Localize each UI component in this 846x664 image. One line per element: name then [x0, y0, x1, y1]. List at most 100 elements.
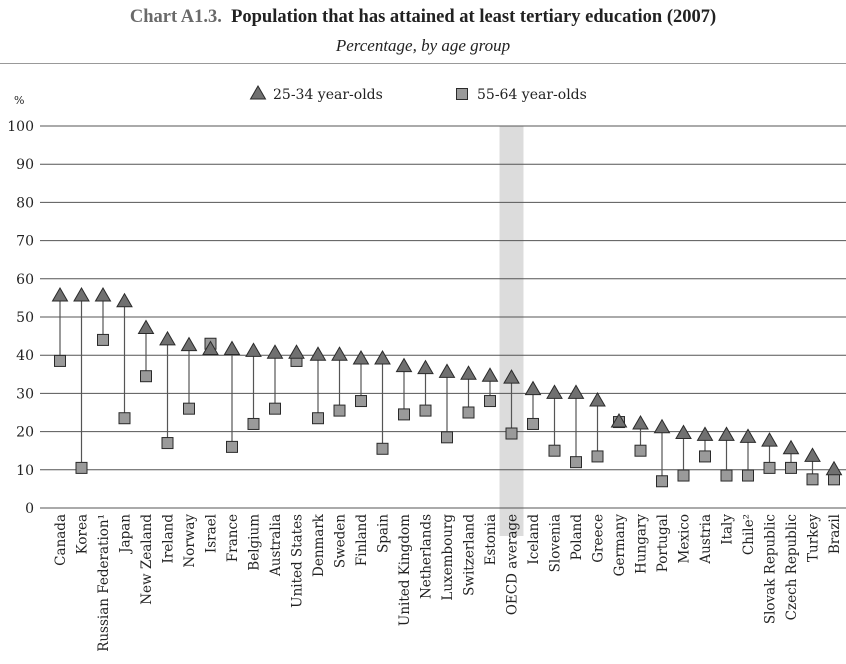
square-marker: [591, 450, 604, 463]
triangle-marker: [266, 344, 284, 359]
category-label: Italy: [720, 514, 736, 545]
triangle-marker: [331, 346, 348, 361]
legend-label: 25-34 year-olds: [273, 87, 383, 103]
chart-title: Chart A1.3. Population that has attained…: [0, 7, 846, 28]
category-label: Australia: [268, 514, 284, 577]
triangle-marker: [761, 432, 778, 447]
square-marker: [269, 402, 281, 415]
triangle-marker: [395, 357, 413, 373]
y-tick-label: 50: [16, 310, 34, 326]
triangle-marker: [417, 359, 434, 375]
square-marker: [376, 442, 389, 455]
category-label: United Kingdom: [397, 514, 413, 626]
square-marker: [183, 402, 195, 415]
square-marker: [505, 427, 518, 440]
category-label: Brazil: [827, 514, 843, 554]
y-tick-label: 90: [16, 157, 34, 173]
square-marker: [247, 417, 260, 430]
triangle-marker: [632, 414, 649, 430]
category-label: Norway: [182, 514, 198, 568]
square-marker: [785, 461, 797, 474]
category-label: Korea: [75, 514, 91, 554]
category-label: Austria: [698, 514, 714, 565]
triangle-marker: [503, 369, 520, 384]
square-marker: [720, 469, 733, 482]
category-label: Czech Republic: [784, 514, 800, 620]
square-marker: [742, 469, 754, 482]
category-label: OECD average: [505, 514, 521, 615]
chart-title-number: Chart A1.3.: [129, 7, 222, 27]
highlight-band: [499, 126, 524, 536]
triangle-marker: [223, 340, 241, 355]
square-marker: [548, 444, 561, 457]
square-icon: [456, 88, 468, 100]
triangle-marker: [696, 426, 714, 441]
triangle-marker: [94, 286, 112, 302]
square-marker: [806, 473, 819, 486]
triangle-marker: [438, 363, 456, 378]
category-label: Turkey: [806, 514, 822, 562]
square-marker: [527, 417, 539, 430]
category-label: Greece: [591, 514, 607, 563]
square-marker: [118, 412, 131, 425]
category-label: Sweden: [333, 514, 349, 568]
category-label: Spain: [376, 514, 392, 553]
triangle-marker: [675, 424, 692, 440]
category-label: Israel: [204, 514, 220, 553]
category-label: Japan: [118, 514, 134, 555]
category-label: Mexico: [677, 514, 693, 563]
square-marker: [398, 408, 410, 421]
triangle-marker: [610, 413, 628, 428]
category-label: France: [225, 514, 241, 562]
triangle-marker: [51, 286, 69, 302]
triangle-marker: [653, 418, 671, 434]
square-marker: [75, 461, 88, 474]
category-label: Iceland: [526, 514, 542, 565]
square-marker: [828, 473, 840, 486]
triangle-marker: [481, 367, 499, 382]
y-tick-label: 80: [16, 195, 34, 211]
square-marker: [161, 437, 174, 450]
chart-subtitle: Percentage, by age group: [335, 36, 511, 55]
triangle-marker: [567, 384, 585, 399]
square-marker: [699, 450, 711, 463]
category-label: New Zealand: [139, 514, 155, 605]
triangle-marker: [782, 439, 800, 455]
legend-label: 55-64 year-olds: [477, 87, 587, 103]
square-marker: [441, 431, 453, 444]
triangle-icon: [249, 84, 267, 100]
triangle-marker: [374, 350, 391, 365]
category-label: Finland: [354, 514, 370, 566]
title-divider: [0, 63, 846, 64]
square-marker: [226, 440, 238, 453]
square-marker: [97, 333, 109, 346]
square-marker: [333, 404, 346, 417]
triangle-marker: [116, 292, 133, 308]
triangle-marker: [137, 319, 155, 334]
category-label: Poland: [569, 514, 585, 561]
chart-title-text: Population that has attained at least te…: [231, 7, 717, 27]
triangle-marker: [825, 460, 843, 476]
triangle-marker: [804, 447, 821, 462]
y-tick-label: 0: [25, 501, 34, 517]
category-label: Netherlands: [419, 514, 435, 599]
category-label: Slovenia: [548, 514, 564, 572]
y-tick-label: 30: [16, 386, 34, 402]
triangle-marker: [202, 340, 219, 355]
square-marker: [54, 354, 66, 367]
category-label: Portugal: [655, 514, 671, 572]
triangle-marker: [73, 286, 90, 302]
square-marker: [570, 456, 582, 469]
triangle-marker: [159, 330, 176, 346]
square-marker: [634, 444, 647, 457]
category-label: Germany: [612, 514, 628, 577]
triangle-marker: [180, 336, 198, 352]
square-marker: [355, 395, 367, 408]
square-marker: [140, 370, 152, 383]
category-label: Hungary: [634, 514, 650, 574]
y-tick-label: 70: [16, 234, 34, 250]
category-label: Russian Federation¹: [96, 514, 112, 652]
y-axis-unit: %: [14, 94, 24, 107]
triangle-marker: [245, 342, 262, 357]
